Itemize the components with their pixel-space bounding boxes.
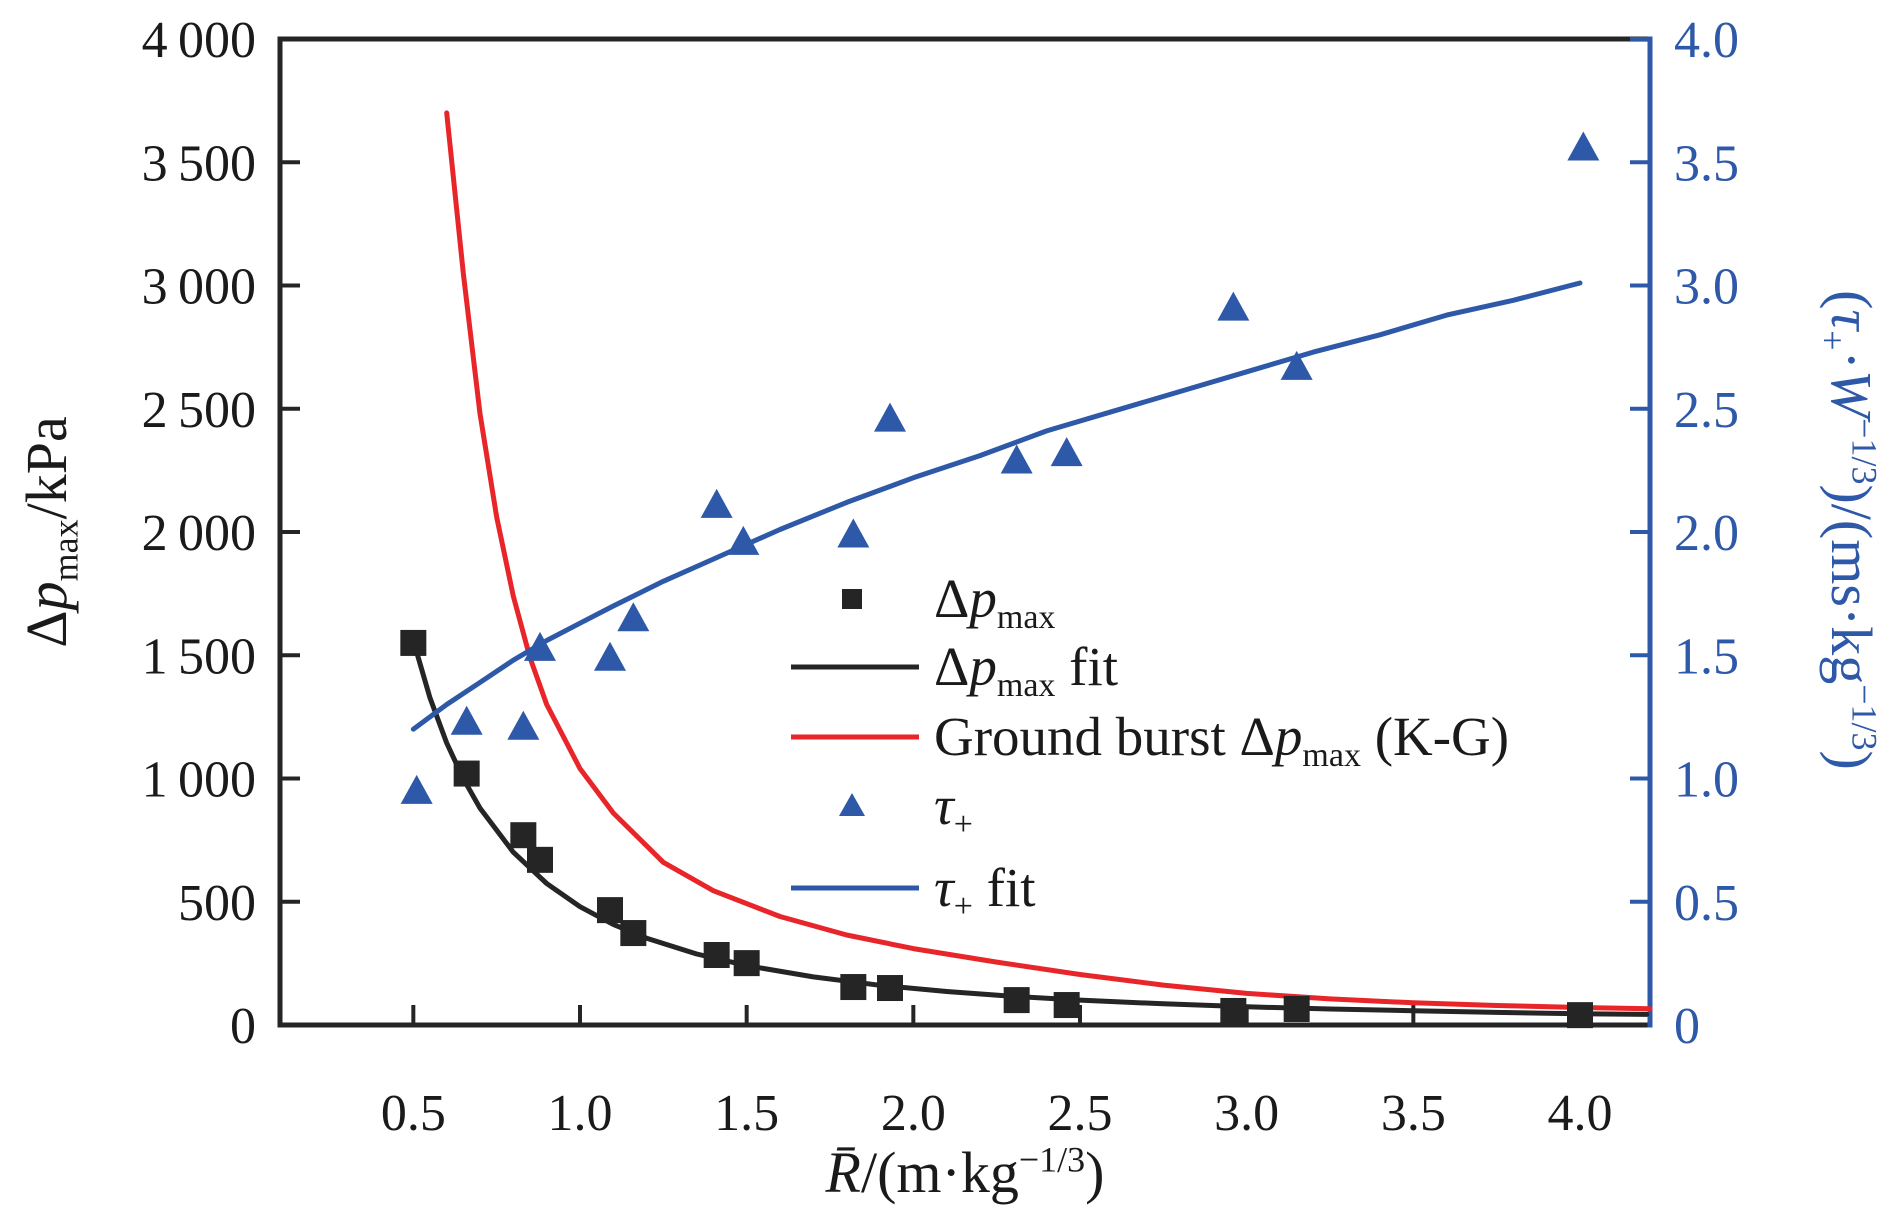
data-point-triangle [450, 705, 483, 735]
y-right-tick-label: 1.5 [1674, 628, 1739, 685]
data-point-square [453, 760, 480, 787]
y-left-tick-label: 0 [230, 998, 256, 1055]
data-point-triangle [617, 602, 650, 632]
y-right-tick-label: 3.0 [1674, 259, 1739, 316]
x-tick-label: 2.5 [1048, 1085, 1113, 1142]
dpmax-points-markers [400, 629, 1593, 1029]
y-right-tick-label: 0 [1674, 998, 1700, 1055]
data-point-triangle [874, 402, 906, 432]
data-point-square [597, 897, 623, 924]
y-right-axis-title: (τ+·W−1/3)/(ms·kg−1/3) [1812, 290, 1884, 770]
data-point-square [1220, 997, 1247, 1024]
y-right-tick-label: 2.0 [1674, 505, 1739, 562]
data-point-square [527, 846, 553, 873]
y-left-tick-label: 2 000 [142, 505, 256, 562]
x-tick-label: 3.5 [1381, 1085, 1446, 1142]
data-point-square [510, 822, 537, 849]
legend-item-label: Δpmax [934, 568, 1055, 636]
legend-item-label: Δpmax fit [934, 636, 1118, 704]
data-point-square [400, 629, 427, 656]
data-point-square [877, 975, 903, 1002]
axis-ticks [280, 37, 1650, 1025]
x-tick-label: 3.0 [1214, 1085, 1279, 1142]
dpmax-fit-line [410, 638, 1650, 1017]
data-point-square [733, 950, 760, 977]
y-right-tick-label: 4.0 [1674, 12, 1739, 69]
data-point-triangle [507, 710, 540, 740]
data-point-square [620, 920, 647, 947]
data-point-triangle [837, 518, 870, 548]
legend-item-label: Ground burst Δpmax (K-G) [934, 706, 1509, 774]
y-left-axis-title: Δpmax/kPa [14, 416, 86, 647]
x-tick-label: 1.5 [714, 1085, 779, 1142]
data-point-square [1283, 995, 1310, 1022]
y-right-tick-label: 1.0 [1674, 752, 1739, 809]
legend-triangle-swatch [839, 793, 865, 816]
data-point-triangle [594, 641, 626, 671]
data-point-square [1053, 992, 1080, 1019]
legend-item-label: τ+ fit [934, 857, 1036, 925]
y-left-tick-label: 3 500 [142, 135, 256, 192]
y-right-tick-label: 3.5 [1674, 135, 1739, 192]
legend-item-label: τ+ [934, 775, 973, 843]
x-tick-label: 1.0 [548, 1085, 613, 1142]
data-point-square [1567, 1002, 1593, 1029]
y-left-tick-label: 3 000 [142, 259, 256, 316]
data-point-triangle [1217, 291, 1250, 321]
x-tick-label: 2.0 [881, 1085, 946, 1142]
data-point-triangle [400, 774, 433, 804]
y-left-tick-label: 1 500 [142, 628, 256, 685]
data-point-triangle [700, 488, 733, 518]
kg-curve-line [444, 110, 1653, 1012]
x-tick-label: 4.0 [1548, 1085, 1613, 1142]
data-point-triangle [1567, 131, 1600, 161]
y-left-tick-label: 1 000 [142, 752, 256, 809]
y-left-tick-label: 2 500 [142, 382, 256, 439]
y-right-tick-label: 2.5 [1674, 382, 1739, 439]
tau-points-markers [400, 131, 1600, 804]
legend [791, 589, 919, 891]
plot-frame [277, 36, 1653, 1028]
y-right-tick-label: 0.5 [1674, 875, 1739, 932]
data-point-square [703, 941, 730, 968]
data-point-triangle [727, 525, 760, 555]
y-left-tick-label: 4 000 [142, 12, 256, 69]
y-left-tick-label: 500 [178, 875, 256, 932]
legend-square-swatch [842, 589, 862, 609]
data-point-triangle [1000, 444, 1033, 474]
data-point-square [1003, 987, 1030, 1014]
x-axis-title: R̄/(m·kg−1/3) [825, 1140, 1105, 1205]
data-point-square [840, 974, 867, 1001]
data-point-triangle [1280, 350, 1313, 380]
data-point-triangle [1050, 437, 1083, 467]
x-tick-label: 0.5 [381, 1085, 446, 1142]
data-point-triangle [524, 631, 556, 661]
